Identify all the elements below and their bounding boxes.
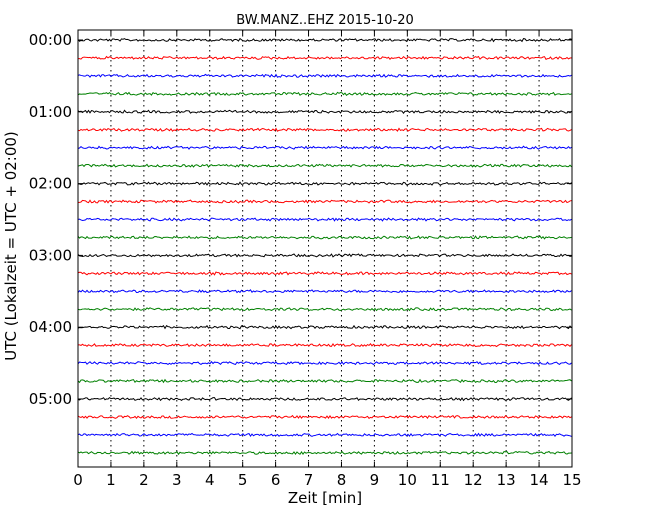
trace-0445: [77, 378, 572, 384]
trace-0030: [77, 73, 572, 78]
traces: [77, 37, 572, 456]
trace-0345: [77, 307, 572, 312]
trace-0200: [77, 181, 572, 186]
trace-0330: [77, 289, 572, 294]
plot-frame: [77, 29, 573, 468]
trace-0100: [77, 109, 572, 115]
trace-0130: [77, 145, 572, 150]
trace-0315: [77, 271, 572, 276]
x-tick-label: 12: [464, 471, 483, 489]
trace-0545: [77, 450, 572, 456]
trace-0530: [77, 432, 572, 438]
y-tick-label: 05:00: [29, 390, 72, 408]
y-tick-label: 03:00: [29, 246, 72, 264]
grid: [110, 30, 540, 467]
trace-0045: [77, 91, 572, 96]
x-tick-label: 7: [304, 471, 314, 489]
x-tick-label: 11: [431, 471, 450, 489]
trace-0415: [77, 342, 572, 348]
y-tick-label: 01:00: [29, 103, 72, 121]
trace-0230: [77, 217, 572, 222]
trace-0145: [77, 163, 572, 168]
x-tick-label: 8: [337, 471, 347, 489]
y-axis-label: UTC (Lokalzeit = UTC + 02:00): [2, 131, 20, 361]
y-tick-label: 04:00: [29, 318, 72, 336]
x-tick-label: 5: [238, 471, 248, 489]
x-tick-label: 2: [139, 471, 149, 489]
x-tick-label: 15: [562, 471, 581, 489]
x-tick-label: 10: [398, 471, 417, 489]
x-tick-label: 13: [497, 471, 516, 489]
x-tick-label: 6: [271, 471, 281, 489]
trace-0515: [77, 414, 572, 420]
trace-0000: [77, 37, 572, 43]
x-tick-label: 14: [530, 471, 549, 489]
trace-0245: [77, 234, 572, 240]
x-tick-label: 3: [172, 471, 182, 489]
x-tick-label: 0: [73, 471, 83, 489]
x-tick-label: 4: [205, 471, 215, 489]
trace-0300: [77, 252, 572, 258]
x-axis-label: Zeit [min]: [288, 489, 362, 507]
x-tick-label: 9: [370, 471, 380, 489]
trace-0015: [77, 55, 572, 61]
trace-0400: [77, 324, 572, 330]
x-tick-label: 1: [106, 471, 116, 489]
trace-0215: [77, 199, 572, 204]
x-axis-ticks: 0 1 2 3 4 5 6 7 8 9 10 11 12 13 14 15: [73, 30, 582, 489]
y-tick-label: 00:00: [29, 31, 72, 49]
chart-title: BW.MANZ..EHZ 2015-10-20: [236, 13, 414, 28]
trace-0430: [77, 360, 572, 366]
y-axis-ticks: 00:00 01:00 02:00 03:00 04:00 05:00: [29, 31, 572, 408]
trace-0500: [77, 396, 572, 402]
trace-0115: [77, 127, 572, 132]
y-tick-label: 02:00: [29, 175, 72, 193]
